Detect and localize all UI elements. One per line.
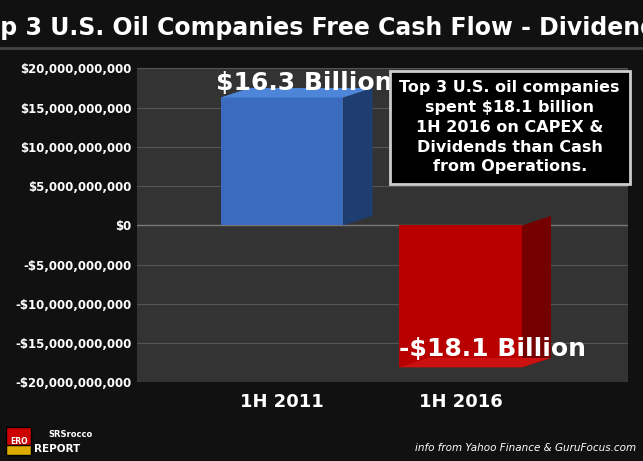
Text: SRSrocco: SRSrocco	[49, 430, 93, 439]
Polygon shape	[221, 88, 372, 97]
Text: -$18.1 Billion: -$18.1 Billion	[399, 337, 586, 361]
Text: ERO: ERO	[10, 437, 28, 446]
Text: info from Yahoo Finance & GuruFocus.com: info from Yahoo Finance & GuruFocus.com	[415, 443, 637, 453]
FancyBboxPatch shape	[6, 445, 31, 455]
Polygon shape	[343, 88, 372, 225]
Text: Top 3 U.S. Oil Companies Free Cash Flow - Dividends: Top 3 U.S. Oil Companies Free Cash Flow …	[0, 16, 643, 40]
Polygon shape	[221, 97, 343, 225]
FancyBboxPatch shape	[6, 427, 31, 455]
Text: $16.3 Billion: $16.3 Billion	[216, 71, 393, 95]
Text: REPORT: REPORT	[34, 444, 80, 455]
Polygon shape	[522, 216, 551, 367]
Text: Top 3 U.S. oil companies
spent $18.1 billion
1H 2016 on CAPEX &
Dividends than C: Top 3 U.S. oil companies spent $18.1 bil…	[399, 80, 620, 174]
Polygon shape	[399, 358, 551, 367]
Polygon shape	[399, 225, 522, 367]
